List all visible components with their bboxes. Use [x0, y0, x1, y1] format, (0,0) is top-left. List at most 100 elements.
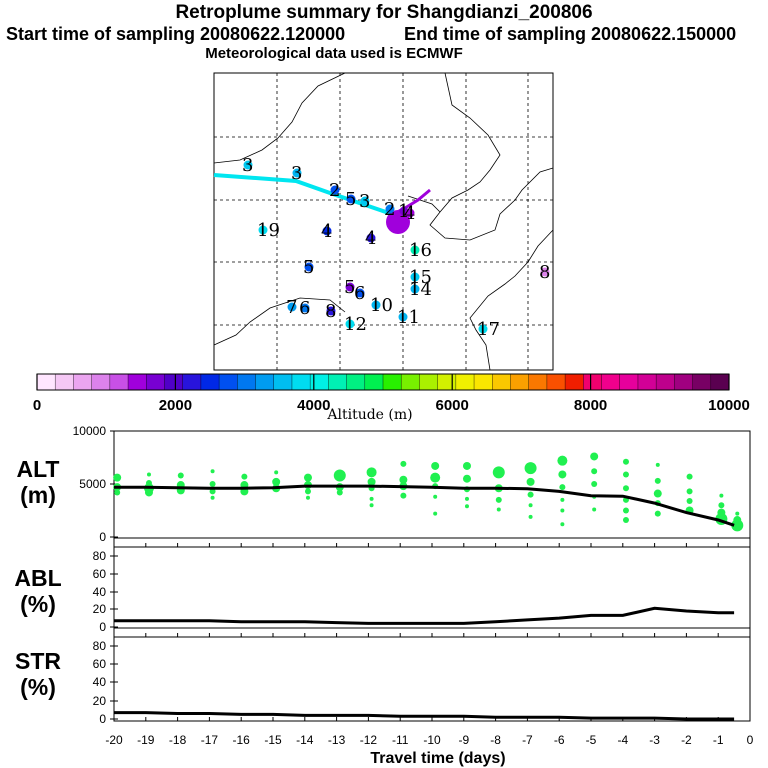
map-point-marker — [371, 300, 381, 310]
x-tick-label: -18 — [169, 733, 187, 747]
str-axis-label-text: STR (%) — [15, 648, 61, 700]
colorbar-swatch — [55, 374, 74, 390]
map-point-marker — [410, 245, 420, 255]
alt-particle-marker — [241, 473, 248, 480]
x-tick-label: -20 — [105, 733, 123, 747]
map-point-label: 8 — [325, 301, 336, 322]
str-series-line — [114, 711, 735, 721]
alt-particle-marker — [735, 511, 740, 516]
map-point-label: 2 — [384, 199, 395, 220]
map-point-label: 4 — [404, 203, 415, 224]
alt-particle-marker — [336, 489, 343, 496]
alt-particle-marker — [622, 517, 629, 524]
alt-axis-label: ALT (m) — [10, 456, 66, 508]
alt-particle-marker — [210, 469, 215, 474]
colorbar-swatch — [510, 374, 530, 390]
x-tick-label: -12 — [360, 733, 378, 747]
colorbar-swatch — [656, 374, 675, 390]
alt-particle-marker — [399, 475, 408, 484]
map-point-marker — [287, 302, 297, 312]
alt-particle-marker — [622, 471, 629, 478]
colorbar-swatch — [310, 374, 329, 390]
colorbar-swatch — [492, 374, 511, 390]
map-point-label: 3 — [291, 163, 302, 184]
alt-particle-marker — [304, 488, 311, 495]
abl-ytick-label: 20 — [93, 602, 107, 616]
alt-particle-marker — [462, 461, 471, 470]
x-tick-label: -16 — [233, 733, 251, 747]
alt-particle-marker — [433, 511, 438, 516]
alt-ytick-label: 0 — [99, 530, 106, 544]
alt-particle-marker — [496, 507, 501, 512]
map-point-label: 12 — [344, 314, 367, 335]
alt-series-line — [114, 484, 735, 527]
colorbar-swatch — [583, 374, 603, 390]
alt-particle-marker — [557, 455, 568, 466]
alt-particle-marker — [272, 477, 281, 486]
colorbar-swatch — [637, 374, 657, 390]
colorbar-swatch — [383, 374, 402, 390]
map-point-marker — [300, 303, 310, 313]
map-boundary — [469, 229, 554, 371]
alt-particle-marker — [527, 491, 534, 498]
colorbar-swatch — [255, 374, 275, 390]
colorbar-swatch — [419, 374, 439, 390]
map-point-marker — [360, 196, 370, 206]
x-tick-label: -10 — [423, 733, 441, 747]
map-point-label: 4 — [321, 221, 332, 242]
map-point-label: 4 — [365, 228, 376, 249]
colorbar-swatch — [346, 374, 366, 390]
alt-particle-marker — [367, 477, 376, 486]
alt-particle-marker — [653, 489, 662, 498]
map-point-marker — [243, 160, 253, 170]
x-tick-label: -17 — [201, 733, 219, 747]
colorbar-swatch — [37, 374, 56, 390]
map-point-marker — [478, 324, 488, 334]
abl-series-line — [114, 606, 735, 625]
colorbar-tick-label: 2000 — [159, 397, 192, 414]
alt-particle-marker — [524, 462, 537, 475]
alt-particle-marker — [526, 477, 535, 486]
abl-ytick-label: 0 — [99, 620, 106, 634]
alt-particle-marker — [303, 473, 312, 482]
colorbar-swatch — [546, 374, 566, 390]
map-point-marker — [345, 319, 355, 329]
alt-particle-marker — [114, 489, 121, 496]
colorbar-swatch — [273, 374, 293, 390]
colorbar-swatch — [364, 374, 384, 390]
alt-particle-marker — [495, 496, 502, 503]
map-point-label: 5 — [303, 257, 314, 278]
alt-particle-marker — [622, 485, 629, 492]
map-point-marker — [410, 272, 420, 282]
alt-particle-marker — [210, 495, 215, 500]
colorbar-swatch — [692, 374, 712, 390]
alt-particle-marker — [333, 469, 346, 482]
str-ytick-label: 80 — [93, 639, 107, 653]
colorbar-swatch — [474, 374, 493, 390]
x-tick-label: -15 — [264, 733, 282, 747]
map-point-marker — [410, 284, 420, 294]
alt-particle-marker — [464, 496, 469, 501]
str-ytick-label: 20 — [93, 694, 107, 708]
alt-particle-marker — [433, 494, 438, 499]
map-frame — [213, 72, 554, 371]
map-point-label: 11 — [397, 307, 420, 328]
map-point-marker — [326, 306, 336, 316]
map-point-label: 5 — [344, 277, 355, 298]
x-tick-label: -19 — [137, 733, 155, 747]
map-point-label: 6 — [354, 283, 365, 304]
alt-particle-marker — [718, 502, 725, 509]
colorbar-swatch — [182, 374, 202, 390]
alt-particle-marker — [686, 497, 693, 504]
alt-particle-marker — [528, 514, 533, 519]
map-point-label: 6 — [299, 298, 310, 319]
colorbar-tick-label: 8000 — [574, 397, 607, 414]
alt-particle-marker — [492, 466, 505, 479]
map-point-marker — [258, 225, 268, 235]
alt-particle-marker — [592, 507, 597, 512]
map-point-marker — [322, 226, 332, 236]
alt-particle-marker — [719, 493, 724, 498]
alt-particle-marker — [400, 492, 407, 499]
colorbar-swatch — [328, 374, 348, 390]
x-axis-label: Travel time (days) — [370, 750, 506, 767]
